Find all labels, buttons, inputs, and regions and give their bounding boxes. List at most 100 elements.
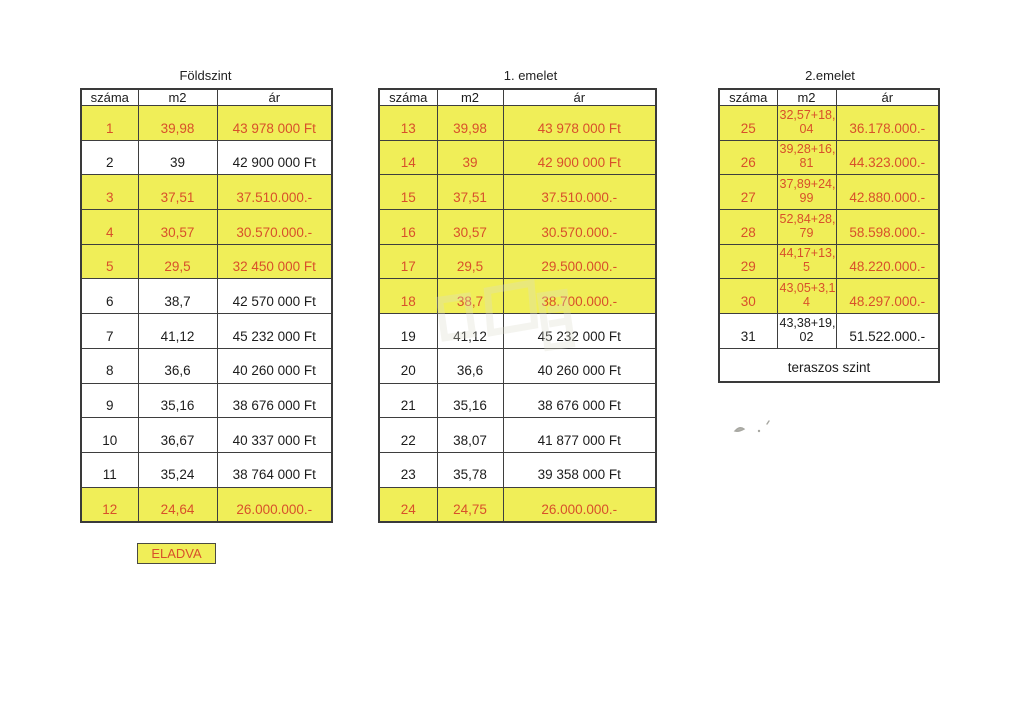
column-header-m2: m2 [137, 88, 218, 106]
column-header-szama: száma [80, 88, 139, 106]
column-header-ar: ár [502, 88, 657, 106]
cell-price: 43 978 000 Ft [216, 105, 333, 141]
cell-unit-number: 6 [80, 278, 139, 315]
table-row: 7 41,12 45 232 000 Ft [80, 313, 333, 349]
header-row: száma m2 ár [80, 88, 333, 106]
cell-unit-number: 23 [378, 451, 438, 488]
price-table-foldszint: száma m2 ár 1 39,98 43 978 000 Ft 2 39 42 900 00… [80, 88, 333, 523]
cell-price: 44.323.000.- [835, 139, 940, 176]
cell-unit-number: 26 [718, 139, 778, 176]
cell-area-m2: 38,07 [436, 417, 504, 453]
column-header-m2: m2 [776, 88, 837, 106]
table-row: 21 35,16 38 676 000 Ft [378, 382, 657, 419]
cell-area-m2: 24,64 [137, 486, 218, 523]
cell-area-m2: 29,5 [436, 243, 504, 280]
floor-title-2-emelet: 2.emelet [805, 68, 855, 83]
cell-price: 26.000.000.- [216, 486, 333, 523]
table-row: 28 52,84+28, 79 58.598.000.- [718, 209, 940, 245]
cell-unit-number: 31 [718, 313, 778, 349]
table-row: 9 35,16 38 676 000 Ft [80, 382, 333, 419]
cell-unit-number: 2 [80, 139, 139, 176]
table-row: 15 37,51 37.510.000.- [378, 174, 657, 211]
header-row: száma m2 ár [378, 88, 657, 106]
cell-unit-number: 29 [718, 243, 778, 280]
cell-price: 37.510.000.- [216, 174, 333, 211]
cell-area-m2: 38,7 [137, 278, 218, 315]
cell-price: 38.700.000.- [502, 278, 657, 315]
cell-price: 37.510.000.- [502, 174, 657, 211]
cell-area-m2: 35,24 [137, 451, 218, 488]
cell-area-m2: 32,57+18, 04 [776, 105, 837, 141]
cell-area-m2: 39,98 [137, 105, 218, 141]
cell-area-m2: 36,6 [436, 347, 504, 384]
floor-section-foldszint: Földszint száma m2 ár 1 39,98 43 978 000 Ft 2 3… [80, 68, 333, 523]
cell-price: 43 978 000 Ft [502, 105, 657, 141]
cell-area-m2: 39 [137, 139, 218, 176]
cell-unit-number: 22 [378, 417, 438, 453]
cell-area-m2: 39 [436, 139, 504, 176]
cell-price: 38 676 000 Ft [502, 382, 657, 419]
table-row: 4 30,57 30.570.000.- [80, 209, 333, 245]
cell-price: 36.178.000.- [835, 105, 940, 141]
table-row: 19 41,12 45 232 000 Ft [378, 313, 657, 349]
cell-unit-number: 5 [80, 243, 139, 280]
column-header-ar: ár [216, 88, 333, 106]
cell-unit-number: 21 [378, 382, 438, 419]
cell-area-m2: 44,17+13, 5 [776, 243, 837, 280]
cell-price: 32 450 000 Ft [216, 243, 333, 280]
table-row: 2 39 42 900 000 Ft [80, 139, 333, 176]
table-row: 6 38,7 42 570 000 Ft [80, 278, 333, 315]
price-table-2-emelet: száma m2 ár 25 32,57+18, 04 36.178.000.- 26 39,2… [718, 88, 940, 384]
cell-area-m2: 36,67 [137, 417, 218, 453]
cell-area-m2: 24,75 [436, 486, 504, 523]
cell-price: 38 676 000 Ft [216, 382, 333, 419]
cell-unit-number: 27 [718, 174, 778, 211]
cell-area-m2: 41,12 [137, 313, 218, 349]
cell-area-m2: 37,89+24, 99 [776, 174, 837, 211]
table-row: 22 38,07 41 877 000 Ft [378, 417, 657, 453]
cell-unit-number: 19 [378, 313, 438, 349]
cell-unit-number: 12 [80, 486, 139, 523]
cell-price: 42.880.000.- [835, 174, 940, 211]
cell-price: 45 232 000 Ft [502, 313, 657, 349]
column-header-m2: m2 [436, 88, 504, 106]
cell-price: 38 764 000 Ft [216, 451, 333, 488]
cell-area-m2: 30,57 [137, 209, 218, 245]
cell-area-m2: 37,51 [137, 174, 218, 211]
cell-price: 26.000.000.- [502, 486, 657, 523]
cell-price: 40 260 000 Ft [502, 347, 657, 384]
table-row: 5 29,5 32 450 000 Ft [80, 243, 333, 280]
cell-area-m2: 35,16 [137, 382, 218, 419]
table-row: 11 35,24 38 764 000 Ft [80, 451, 333, 488]
table-row: 1 39,98 43 978 000 Ft [80, 105, 333, 141]
cell-price: 42 900 000 Ft [216, 139, 333, 176]
table-row: 30 43,05+3,1 4 48.297.000.- [718, 278, 940, 315]
cell-price: 40 337 000 Ft [216, 417, 333, 453]
header-row: száma m2 ár [718, 88, 940, 106]
table-row: 13 39,98 43 978 000 Ft [378, 105, 657, 141]
cell-unit-number: 15 [378, 174, 438, 211]
cell-unit-number: 9 [80, 382, 139, 419]
cell-price: 58.598.000.- [835, 209, 940, 245]
table-footer-row: teraszos szint [718, 347, 940, 383]
cell-unit-number: 4 [80, 209, 139, 245]
cell-unit-number: 25 [718, 105, 778, 141]
cell-area-m2: 36,6 [137, 347, 218, 384]
cell-unit-number: 3 [80, 174, 139, 211]
cell-price: 45 232 000 Ft [216, 313, 333, 349]
floor-section-2-emelet: 2.emelet száma m2 ár 25 32,57+18, 04 36.178.00… [718, 68, 940, 384]
table-row: 25 32,57+18, 04 36.178.000.- [718, 105, 940, 141]
cell-unit-number: 1 [80, 105, 139, 141]
sold-legend-badge: ELADVA [137, 543, 216, 564]
cell-price: 48.297.000.- [835, 278, 940, 315]
table-row: 31 43,38+19, 02 51.522.000.- [718, 313, 940, 349]
cell-area-m2: 37,51 [436, 174, 504, 211]
table-row: 12 24,64 26.000.000.- [80, 486, 333, 523]
table-row: 26 39,28+16, 81 44.323.000.- [718, 139, 940, 176]
cell-area-m2: 43,38+19, 02 [776, 313, 837, 349]
cell-unit-number: 10 [80, 417, 139, 453]
cell-area-m2: 29,5 [137, 243, 218, 280]
table-row: 3 37,51 37.510.000.- [80, 174, 333, 211]
column-header-szama: száma [378, 88, 438, 106]
table-row: 29 44,17+13, 5 48.220.000.- [718, 243, 940, 280]
